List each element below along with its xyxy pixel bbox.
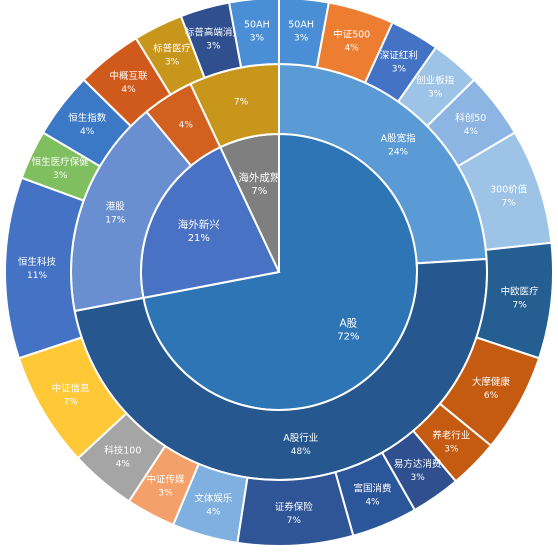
segment-name-ring2-1: 中证500 [333,29,370,41]
segment-value-ring0-0: 72% [337,331,359,342]
segment-name-ring2-15: 中证信息 [52,383,90,395]
segment-name-ring2-11: 证券保险 [275,501,314,513]
segment-name-ring1-2: 港股 [106,201,126,213]
segment-name-ring0-0: A股 [340,317,358,329]
segment-value-ring2-18: 4% [80,127,95,137]
segment-name-ring0-2: 海外成熟 [238,171,280,184]
segment-value-ring2-9: 3% [410,473,425,483]
segment-value-ring2-7: 6% [484,391,499,401]
segment-name-ring2-10: 富国消费 [353,483,391,495]
segment-name-ring2-22: 50AH [244,20,270,31]
ring-outer: 50AH 3% 中证500 4% 深证红利 3% 创业板指 3% 科创50 4% 300价值 7% 中欧… [4,0,554,547]
segment-ring2-22 [227,0,280,69]
segment-value-ring1-0: 24% [388,148,408,158]
segment-value-ring2-4: 4% [464,127,479,137]
segment-name-ring2-0: 50AH [288,20,314,31]
segment-value-ring2-12: 4% [206,507,221,517]
segment-value-ring2-3: 3% [428,90,443,100]
segment-value-ring2-20: 3% [165,57,180,67]
segment-value-ring2-11: 7% [287,516,302,526]
segment-value-ring2-1: 4% [345,44,360,54]
segment-value-ring2-22: 3% [250,34,265,44]
segment-name-ring2-14: 科技100 [104,444,141,456]
segment-name-ring2-12: 文体娱乐 [194,492,233,504]
segment-name-ring1-1: A股行业 [283,432,318,444]
segment-name-ring2-9: 易方达消费 [394,458,442,470]
segment-name-ring2-8: 养老行业 [432,429,470,441]
segment-value-ring1-3: 4% [179,121,194,131]
segment-value-ring2-10: 4% [365,498,380,508]
segment-value-ring1-4: 7% [234,98,249,108]
segment-value-ring2-16: 11% [27,271,47,281]
segment-value-ring1-1: 48% [291,447,311,457]
segment-value-ring0-2: 7% [251,186,267,197]
segment-name-ring1-0: A股宽指 [381,133,416,145]
segment-name-ring2-19: 中概互联 [110,70,149,82]
segment-name-ring2-7: 大摩健康 [472,376,511,388]
segment-name-ring2-3: 创业板指 [416,75,455,87]
segment-name-ring2-6: 中欧医疗 [501,285,540,297]
segment-name-ring2-21: 标普高端消费 [185,27,242,39]
segment-name-ring2-5: 300价值 [490,183,528,195]
segment-value-ring2-15: 7% [64,398,79,408]
segment-value-ring2-17: 3% [53,171,68,181]
segment-name-ring2-13: 中证传媒 [147,473,186,485]
segment-name-ring2-2: 深证红利 [380,49,418,61]
segment-value-ring2-19: 4% [121,85,136,95]
segment-value-ring2-6: 7% [512,300,527,310]
segment-value-ring2-5: 7% [502,198,517,208]
segment-value-ring2-13: 3% [158,488,173,498]
segment-value-ring2-2: 3% [392,64,407,74]
segment-name-ring2-4: 科创50 [455,112,486,124]
segment-name-ring2-18: 恒生指数 [68,112,107,124]
segment-value-ring2-14: 4% [116,459,131,469]
segment-value-ring0-1: 21% [188,233,210,244]
segment-value-ring2-0: 3% [294,34,309,44]
ring-inner: A股 72% 海外新兴 21% 海外成熟 7% [140,132,418,411]
segment-name-ring2-16: 恒生科技 [18,256,57,268]
segment-value-ring2-21: 3% [206,42,221,52]
segment-name-ring2-17: 恒生医疗保健 [32,156,90,168]
segment-value-ring2-8: 3% [444,444,459,454]
segment-value-ring1-2: 17% [105,216,125,226]
segment-name-ring2-20: 标普医疗 [153,42,192,54]
segment-name-ring0-1: 海外新兴 [178,218,220,231]
segment-ring2-16 [4,176,85,360]
